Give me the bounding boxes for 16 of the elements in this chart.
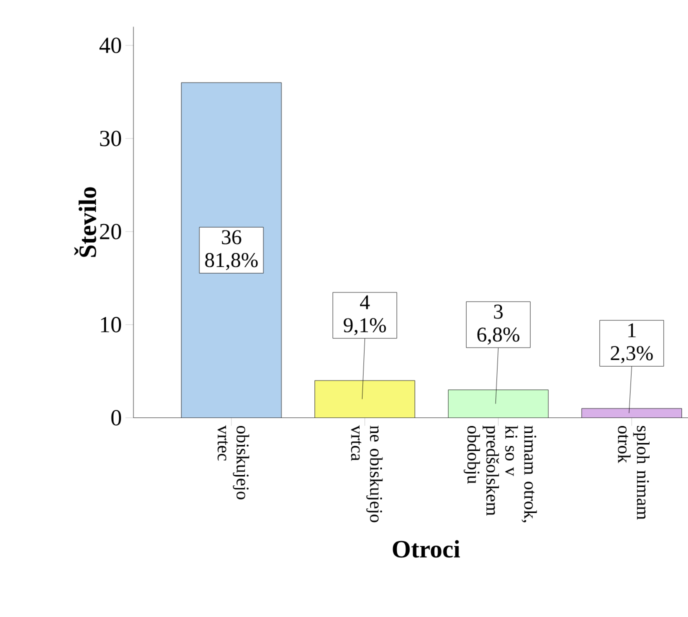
- x-tick-label: nimam otrok, ki so v predšolskem obdobju: [464, 426, 537, 522]
- data-label: 4 9,1%: [344, 295, 386, 336]
- x-tick-label: ne obiskujejo vrtca: [351, 425, 383, 522]
- y-tick-label: 30: [100, 130, 122, 146]
- y-axis-title: Število: [74, 187, 96, 257]
- x-tick-label: obiskujejo vrtec: [218, 425, 250, 500]
- data-label: 1 2,3%: [610, 323, 653, 364]
- y-tick-label: 20: [100, 224, 122, 240]
- data-label: 3 6,8%: [477, 304, 520, 345]
- x-tick-label: sploh nimam otrok: [618, 426, 650, 520]
- y-tick-label: 10: [101, 316, 122, 332]
- y-tick-label: 0: [111, 410, 122, 426]
- bar: [181, 82, 282, 418]
- x-axis-title: Otroci: [392, 540, 460, 558]
- data-label: 36 81,8%: [205, 230, 258, 270]
- y-tick-label: 40: [99, 38, 122, 54]
